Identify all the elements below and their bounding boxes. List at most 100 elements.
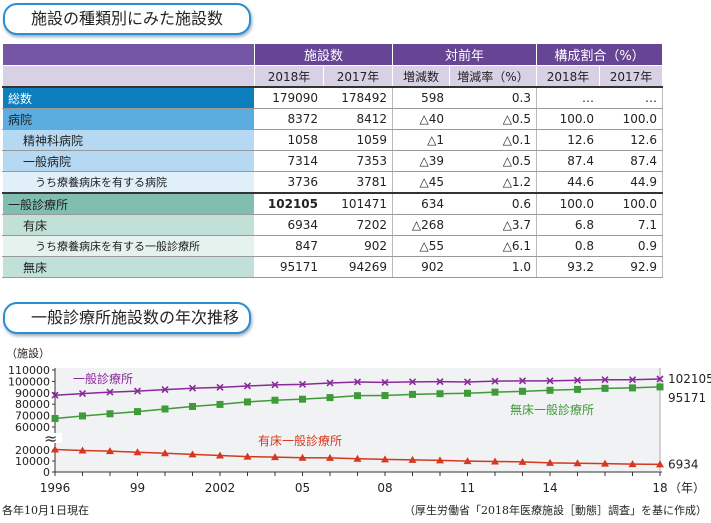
data-point-triangle — [491, 457, 499, 465]
data-point-square — [574, 385, 581, 393]
x-tick-label: 08 — [377, 481, 392, 495]
data-point-triangle — [436, 456, 444, 464]
data-point-x — [573, 376, 582, 384]
data-point-triangle — [326, 453, 334, 461]
data-point-x — [601, 376, 609, 384]
data-point-square — [629, 384, 636, 392]
data-point-x — [353, 378, 362, 386]
plot-area — [55, 368, 660, 472]
data-point-triangle — [106, 447, 114, 455]
data-point-square — [244, 398, 251, 406]
data-point-x — [188, 384, 197, 392]
data-point-triangle — [546, 458, 554, 466]
chart-title: 一般診療所施設数の年次推移 — [3, 302, 251, 334]
x-tick-label: 14 — [542, 481, 557, 495]
column-header: 2017年 — [599, 65, 663, 88]
end-value-label: 102105 — [668, 372, 711, 386]
table-cell: 12.6 — [536, 129, 600, 151]
data-point-x — [161, 386, 169, 394]
data-point-square — [326, 394, 334, 402]
table-cell: 847 — [254, 235, 324, 257]
y-tick-label: 60000 — [15, 421, 50, 434]
data-point-square — [464, 389, 471, 397]
end-value-label: 95171 — [668, 391, 706, 405]
table-cell: 95171 — [254, 256, 324, 278]
data-point-triangle — [51, 445, 59, 453]
y-tick-label: 10000 — [15, 455, 50, 468]
data-point-square — [271, 396, 279, 404]
data-point-triangle — [381, 455, 389, 463]
data-point-square — [546, 386, 554, 394]
data-point-square — [79, 412, 86, 420]
data-point-triangle — [271, 453, 279, 461]
data-point-square — [491, 388, 499, 396]
series-label: 無床一般診療所 — [510, 402, 594, 417]
header-blank — [2, 65, 255, 88]
data-point-triangle — [408, 455, 417, 463]
row-label: うち療養病床を有する一般診療所 — [2, 235, 255, 257]
table-cell: 94269 — [323, 256, 393, 278]
table-cell: 100.0 — [599, 192, 663, 215]
table-cell: △55 — [392, 235, 450, 257]
table-cell: 87.4 — [536, 150, 600, 172]
data-point-x — [463, 378, 472, 386]
data-point-square — [381, 392, 389, 400]
axis-break-icon: ≈ — [44, 429, 57, 448]
data-point-x — [133, 387, 142, 395]
table-cell: 902 — [392, 256, 450, 278]
data-point-triangle — [463, 457, 472, 465]
x-tick-label: 11 — [460, 481, 475, 495]
table-cell: △0.5 — [449, 150, 537, 172]
data-point-square — [189, 402, 196, 410]
table-cell: 87.4 — [599, 150, 663, 172]
table-title: 施設の種類別にみた施設数 — [3, 3, 251, 35]
y-axis-label: （施設） — [6, 346, 50, 360]
table-row: 一般病院 7314 7353 △39 △0.5 87.4 87.4 — [2, 150, 663, 172]
data-point-x — [326, 379, 334, 387]
data-point-x — [51, 391, 59, 399]
x-axis-unit: （年） — [669, 481, 705, 495]
row-label: うち療養病床を有する病院 — [2, 171, 255, 194]
data-point-triangle — [656, 460, 664, 468]
table-cell: 902 — [323, 235, 393, 257]
x-tick-label: 99 — [130, 481, 145, 495]
table-row: 無床 95171 94269 902 1.0 93.2 92.9 — [2, 256, 663, 278]
data-point-x — [298, 380, 307, 388]
group-header: 構成割合（%） — [536, 43, 663, 66]
y-tick-label: 100000 — [8, 375, 50, 388]
table-cell: 92.9 — [599, 256, 663, 278]
data-point-square — [161, 405, 169, 413]
data-point-square — [51, 414, 59, 422]
series-label: 一般診療所 — [73, 371, 133, 386]
table-row: うち療養病床を有する一般診療所 847 902 △55 △6.1 0.8 0.9 — [2, 235, 663, 257]
data-point-square — [656, 383, 664, 391]
data-point-x — [271, 381, 279, 389]
y-tick-label: 90000 — [15, 387, 50, 400]
table-cell: 1.0 — [449, 256, 537, 278]
data-point-square — [409, 390, 416, 398]
column-header: 増減率（%） — [449, 65, 537, 88]
facility-table: 施設数 対前年 構成割合（%） 2018年 2017年 増減数 増減率（%） 2018年… — [2, 43, 663, 278]
group-header: 施設数 — [254, 43, 393, 66]
data-point-triangle — [188, 450, 197, 458]
data-point-triangle — [573, 459, 582, 467]
data-point-x — [408, 378, 417, 386]
data-point-square — [299, 395, 306, 403]
data-point-square — [134, 408, 141, 416]
data-point-triangle — [353, 454, 362, 462]
column-header: 2018年 — [536, 65, 600, 88]
data-point-x — [518, 377, 527, 385]
data-point-x — [216, 383, 224, 391]
data-point-square — [601, 384, 609, 392]
series-label: 有床一般診療所 — [258, 433, 342, 448]
data-point-triangle — [161, 449, 169, 457]
data-point-square — [436, 390, 444, 398]
table-row: 総数 179090 178492 598 0.3…… — [2, 86, 663, 109]
column-header: 2017年 — [323, 65, 393, 88]
table-cell: 8372 — [254, 108, 324, 130]
data-point-triangle — [78, 446, 87, 454]
group-header: 対前年 — [392, 43, 537, 66]
y-tick-label: 70000 — [15, 410, 50, 423]
data-point-square — [216, 400, 224, 408]
